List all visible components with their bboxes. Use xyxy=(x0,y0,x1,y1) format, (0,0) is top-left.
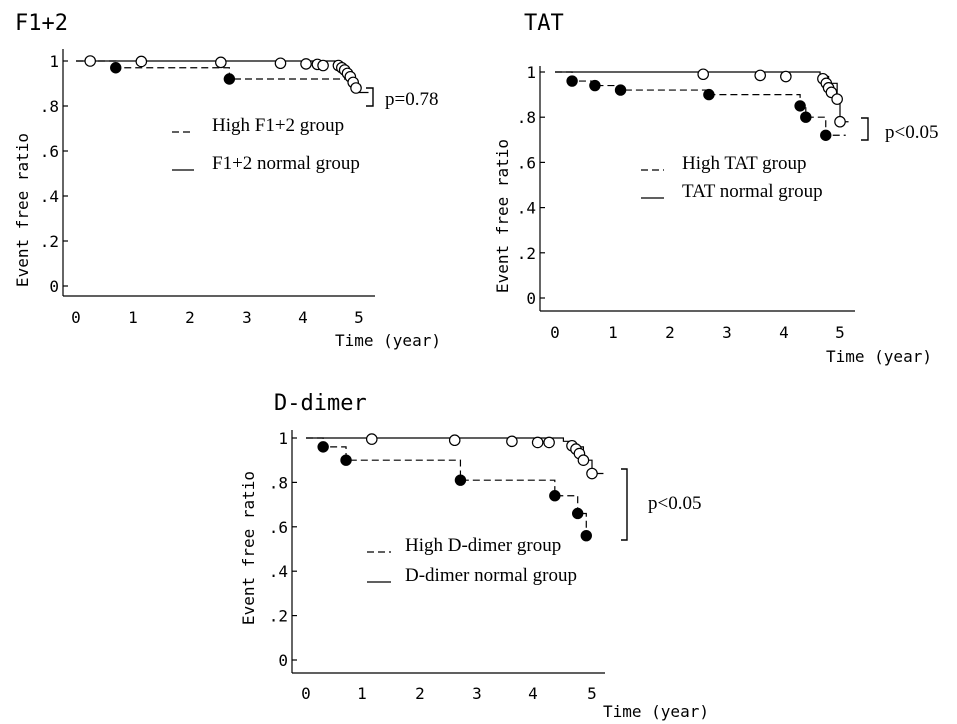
open-censor-marker xyxy=(365,433,378,445)
open-censor-marker xyxy=(84,55,96,67)
open-censor-marker xyxy=(317,59,329,72)
filled-event-marker xyxy=(614,84,627,96)
open-censor-marker xyxy=(531,436,544,449)
chart-title: TAT xyxy=(524,11,564,36)
filled-event-marker xyxy=(317,441,329,453)
x-tick-label: 3 xyxy=(472,684,482,703)
high-group-survival-curve xyxy=(306,437,587,536)
high-group-survival-curve xyxy=(555,71,846,136)
y-tick-label: 0 xyxy=(278,651,288,670)
x-tick-label: 5 xyxy=(835,323,845,342)
legend-label: F1+2 normal group xyxy=(212,153,360,174)
legend-label: High F1+2 group xyxy=(212,115,344,136)
open-censor-marker xyxy=(135,55,148,68)
open-censor-marker xyxy=(274,57,287,70)
y-tick-label: 1 xyxy=(49,52,59,71)
legend-label: High D-dimer group xyxy=(405,535,561,556)
open-censor-marker xyxy=(215,56,227,69)
y-tick-label: .4 xyxy=(269,562,288,581)
y-tick-label: .2 xyxy=(269,607,288,626)
legend-label: High TAT group xyxy=(682,153,806,174)
x-tick-label: 1 xyxy=(608,323,618,342)
y-tick-label: 0 xyxy=(526,289,536,308)
chart-panel-2: D-dimer 0 .2 .4 .6 .8 1 0 1 2 3 4 5 Event free ratio T… xyxy=(239,391,709,721)
filled-event-marker xyxy=(703,88,715,101)
chart-panel-1: TAT 0 .2 .4 .6 .8 1 0 1 2 3 4 5 Event free ratio Time … xyxy=(493,11,938,366)
y-tick-label: .8 xyxy=(40,97,59,116)
y-tick-label: 1 xyxy=(278,429,288,448)
x-tick-label: 2 xyxy=(665,323,675,342)
open-censor-marker xyxy=(780,70,792,83)
filled-event-marker xyxy=(580,529,592,542)
open-censor-marker xyxy=(506,435,518,448)
legend-label: TAT normal group xyxy=(682,181,823,202)
filled-event-marker xyxy=(454,474,467,486)
x-tick-label: 5 xyxy=(587,684,597,703)
x-axis-title: Time (year) xyxy=(603,702,709,721)
x-tick-label: 0 xyxy=(550,323,560,342)
open-censor-marker xyxy=(448,434,461,447)
significance-bracket xyxy=(621,468,628,541)
y-tick-label: .2 xyxy=(517,244,536,263)
open-censor-marker xyxy=(754,69,766,82)
x-tick-label: 2 xyxy=(415,684,425,703)
significance-bracket xyxy=(366,87,374,107)
y-axis-title: Event free ratio xyxy=(239,471,258,625)
y-tick-label: .2 xyxy=(40,232,59,251)
y-tick-label: .8 xyxy=(517,108,536,127)
y-axis-title: Event free ratio xyxy=(13,133,32,287)
y-tick-label: 1 xyxy=(526,63,536,82)
x-tick-label: 2 xyxy=(185,308,195,327)
open-censor-marker xyxy=(300,58,312,70)
y-tick-label: .4 xyxy=(517,199,536,218)
chart-title: F1+2 xyxy=(15,11,68,36)
x-axis-title: Time (year) xyxy=(826,347,932,366)
filled-event-marker xyxy=(566,75,578,87)
open-censor-marker xyxy=(543,436,555,449)
x-tick-label: 4 xyxy=(528,684,538,703)
chart-title: D-dimer xyxy=(274,391,367,416)
filled-event-marker xyxy=(340,454,352,466)
filled-event-marker xyxy=(800,111,812,123)
filled-event-marker xyxy=(223,73,236,85)
filled-event-marker xyxy=(110,62,122,74)
x-tick-label: 0 xyxy=(71,308,81,327)
open-censor-marker xyxy=(697,68,709,81)
x-tick-label: 3 xyxy=(722,323,732,342)
filled-event-marker xyxy=(572,507,584,520)
y-tick-label: .4 xyxy=(40,187,59,206)
x-tick-label: 0 xyxy=(301,684,311,703)
y-tick-label: 0 xyxy=(49,277,59,296)
x-tick-label: 5 xyxy=(354,308,364,327)
legend-label: D-dimer normal group xyxy=(405,565,577,586)
x-tick-label: 1 xyxy=(357,684,367,703)
filled-event-marker xyxy=(549,490,561,502)
chart-panel-0: F1+2 0 .2 .4 .6 .8 1 0 1 2 3 4 5 Event free ratio Time… xyxy=(13,11,441,350)
p-value: p=0.78 xyxy=(385,89,438,110)
open-censor-marker xyxy=(834,115,846,128)
filled-event-marker xyxy=(589,79,601,92)
y-tick-label: .6 xyxy=(40,142,59,161)
p-value: p<0.05 xyxy=(648,493,701,514)
x-tick-label: 4 xyxy=(779,323,789,342)
open-censor-marker xyxy=(586,467,598,480)
x-tick-label: 3 xyxy=(242,308,252,327)
filled-event-marker xyxy=(794,100,806,112)
y-tick-label: .8 xyxy=(269,473,288,492)
y-tick-label: .6 xyxy=(517,153,536,172)
filled-event-marker xyxy=(820,129,832,141)
open-censor-marker xyxy=(577,454,590,466)
significance-bracket xyxy=(861,117,869,141)
x-axis-title: Time (year) xyxy=(335,331,441,350)
x-tick-label: 1 xyxy=(128,308,138,327)
y-tick-label: .6 xyxy=(269,518,288,537)
x-tick-label: 4 xyxy=(298,308,308,327)
p-value: p<0.05 xyxy=(885,122,938,143)
open-censor-marker xyxy=(350,82,362,94)
y-axis-title: Event free ratio xyxy=(493,139,512,293)
open-censor-marker xyxy=(831,93,843,105)
